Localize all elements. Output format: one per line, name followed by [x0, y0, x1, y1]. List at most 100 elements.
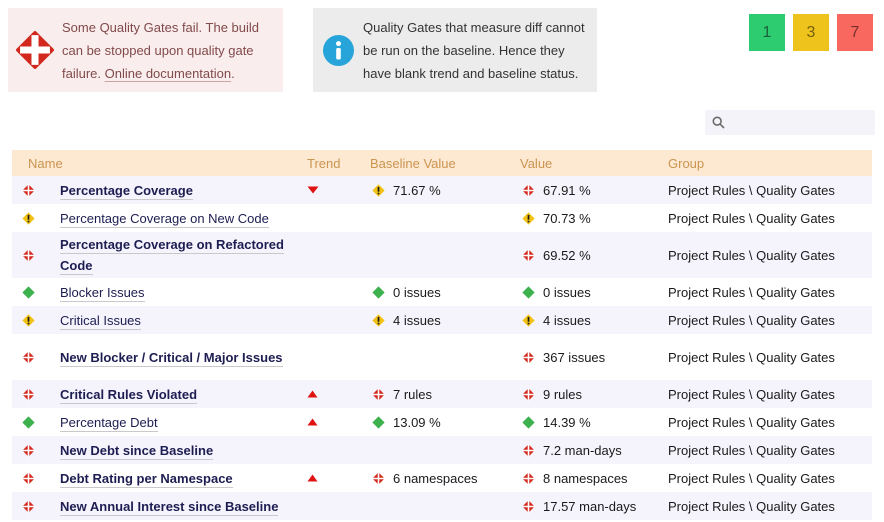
gate-name-cell: Blocker Issues — [12, 278, 295, 306]
fail-icon — [22, 248, 35, 262]
info-message: Quality Gates that measure diff cannot b… — [363, 19, 585, 81]
fail-icon — [522, 387, 535, 401]
group-cell: Project Rules \ Quality Gates — [668, 414, 835, 430]
fail-icon — [22, 471, 35, 485]
online-documentation-link[interactable]: Online documentation — [104, 65, 232, 81]
column-header-name: Name — [28, 155, 63, 171]
value-text: 70.73 % — [543, 210, 591, 226]
table-header-row: Name Trend Baseline Value Value Group — [12, 150, 872, 176]
gate-name-cell: Percentage Debt — [12, 408, 295, 436]
gate-name-cell: New Annual Interest since Baseline — [12, 492, 295, 520]
value-text: 7.2 man-days — [543, 442, 622, 458]
baseline-value-cell: 13.09 % — [358, 408, 508, 436]
baseline-value-cell: 6 namespaces — [358, 464, 508, 492]
warn-count-badge[interactable]: 3 — [793, 14, 829, 51]
gate-name-link[interactable]: Critical Rules Violated — [60, 386, 198, 404]
column-header-baseline-value: Baseline Value — [370, 155, 456, 171]
pass-icon — [522, 285, 535, 299]
fail-alert-text: Some Quality Gates fail. The build can b… — [62, 19, 260, 81]
gate-name-link[interactable]: New Blocker / Critical / Major Issues — [60, 349, 283, 367]
baseline-value-text: 6 namespaces — [393, 470, 478, 486]
gate-name-cell: New Blocker / Critical / Major Issues — [12, 334, 295, 380]
warn-icon — [372, 183, 385, 197]
fail-icon — [22, 350, 35, 364]
warn-icon — [522, 211, 535, 225]
value-text: 0 issues — [543, 284, 591, 300]
gate-name-link[interactable]: Critical Issues — [60, 312, 141, 330]
trend-cell — [295, 492, 358, 520]
warn-icon — [22, 313, 35, 327]
pass-icon — [372, 285, 385, 299]
baseline-value-cell: 7 rules — [358, 380, 508, 408]
value-cell: 9 rules — [508, 380, 656, 408]
fail-icon — [522, 471, 535, 485]
group-cell: Project Rules \ Quality Gates — [668, 498, 835, 514]
value-text: 17.57 man-days — [543, 498, 637, 514]
pass-icon — [22, 415, 35, 429]
table-body: Percentage Coverage 71.67 % 67.91 % Project… — [12, 176, 872, 520]
fail-icon — [22, 183, 35, 197]
group-cell: Project Rules \ Quality Gates — [668, 470, 835, 486]
table-row: Critical Issues 4 issues 4 issues Project R… — [12, 306, 872, 334]
column-header-trend: Trend — [307, 155, 341, 171]
value-text: 69.52 % — [543, 247, 591, 263]
search-icon — [712, 116, 725, 129]
value-cell: 70.73 % — [508, 204, 656, 232]
trend-up-icon — [307, 418, 318, 426]
search-box — [705, 110, 884, 135]
gate-name-cell: Critical Rules Violated — [12, 380, 295, 408]
fail-icon — [522, 248, 535, 262]
baseline-value-cell — [358, 334, 508, 380]
gate-name-link[interactable]: Percentage Coverage — [60, 182, 193, 200]
trend-up-icon — [307, 390, 318, 398]
trend-cell — [295, 464, 358, 492]
gate-name-link[interactable]: New Annual Interest since Baseline — [60, 498, 279, 516]
gate-name-cell: New Debt since Baseline — [12, 436, 295, 464]
pass-count-badge[interactable]: 1 — [749, 14, 785, 51]
trend-down-icon — [307, 186, 319, 194]
gate-name-link[interactable]: Percentage Coverage on Refactored Code — [60, 237, 284, 275]
gate-name-cell: Critical Issues — [12, 306, 295, 334]
value-cell: 367 issues — [508, 334, 656, 380]
table-row: Percentage Coverage 71.67 % 67.91 % Project… — [12, 176, 872, 204]
group-cell: Project Rules \ Quality Gates — [668, 284, 835, 300]
group-cell: Project Rules \ Quality Gates — [668, 349, 835, 365]
baseline-value-cell — [358, 492, 508, 520]
gate-name-link[interactable]: Debt Rating per Namespace — [60, 470, 233, 488]
search-input[interactable] — [731, 115, 884, 130]
gate-name-link[interactable]: Percentage Coverage on New Code — [60, 210, 269, 228]
gate-name-link[interactable]: Percentage Debt — [60, 414, 158, 432]
value-cell: 14.39 % — [508, 408, 656, 436]
value-text: 8 namespaces — [543, 470, 628, 486]
gate-name-cell: Percentage Coverage — [12, 176, 295, 204]
value-text: 67.91 % — [543, 182, 591, 198]
fail-alert-suffix: . — [231, 65, 235, 81]
gate-name-link[interactable]: Blocker Issues — [60, 284, 145, 302]
trend-cell — [295, 232, 358, 278]
baseline-value-text: 4 issues — [393, 312, 441, 328]
trend-cell — [295, 380, 358, 408]
gate-name-cell: Percentage Coverage on Refactored Code — [12, 232, 295, 278]
baseline-value-cell — [358, 232, 508, 278]
baseline-value-cell: 0 issues — [358, 278, 508, 306]
fail-icon — [372, 387, 385, 401]
fail-icon — [22, 387, 35, 401]
gate-name-link[interactable]: New Debt since Baseline — [60, 442, 214, 460]
group-cell: Project Rules \ Quality Gates — [668, 312, 835, 328]
fail-icon — [522, 350, 535, 364]
group-cell: Project Rules \ Quality Gates — [668, 182, 835, 198]
value-text: 14.39 % — [543, 414, 591, 430]
trend-cell — [295, 204, 358, 232]
quality-gates-table: Name Trend Baseline Value Value Group Pe… — [12, 150, 872, 520]
table-row: New Blocker / Critical / Major Issues 367… — [12, 334, 872, 380]
value-text: 9 rules — [543, 386, 583, 402]
table-row: New Annual Interest since Baseline 17.57 … — [12, 492, 872, 520]
value-text: 367 issues — [543, 349, 606, 365]
table-row: Percentage Coverage on Refactored Code 69… — [12, 232, 872, 278]
fail-count-badge[interactable]: 7 — [837, 14, 873, 51]
fail-icon — [522, 183, 535, 197]
fail-icon — [522, 443, 535, 457]
baseline-value-cell — [358, 204, 508, 232]
table-row: Percentage Debt 13.09 % 14.39 % Project Rul… — [12, 408, 872, 436]
trend-cell — [295, 306, 358, 334]
